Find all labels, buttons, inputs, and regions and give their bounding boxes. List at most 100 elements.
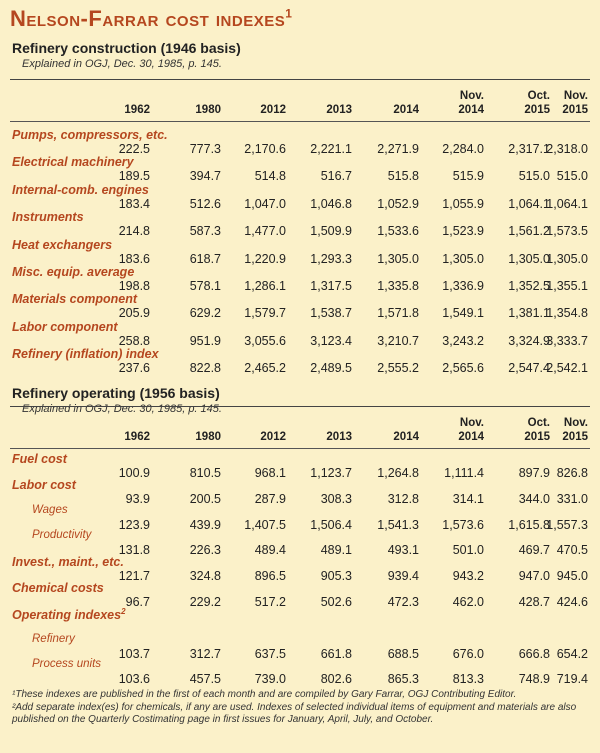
table-cell: 515.0: [518, 169, 550, 184]
table-cell: 654.2: [556, 646, 588, 661]
column-header: 1962: [90, 416, 150, 444]
column-header-line-2: 2013: [326, 104, 352, 116]
table-cell: 324.8: [189, 569, 221, 584]
header-rule-top: [10, 79, 590, 80]
table-cell: 258.8: [118, 333, 150, 348]
column-header: Nov. 2014: [424, 416, 484, 444]
table-cell: 312.7: [189, 646, 221, 661]
column-header-line-1: [90, 89, 150, 103]
table-cell: 331.0: [556, 491, 588, 506]
table-cell: 3,123.4: [310, 333, 352, 348]
table-cell: 2,317.1: [508, 142, 550, 156]
table-cell: 96.7: [125, 595, 150, 609]
table-cell: 103.7: [118, 646, 150, 661]
table-cell: 2,565.6: [442, 361, 484, 376]
footnote-2: ²Add separate index(es) for chemicals, i…: [12, 701, 577, 726]
page-title: Nelson-Farrar cost indexes1: [10, 6, 292, 32]
operating-subheading: Explained in OGJ, Dec. 30, 1985, p. 145.: [22, 403, 222, 415]
header-rule-top: [10, 406, 590, 407]
table-cell: 1,354.8: [546, 306, 588, 321]
table-cell: 1,335.8: [377, 279, 419, 293]
table-cell: 2,271.9: [377, 142, 419, 156]
column-header-line-2: 2014: [393, 431, 419, 443]
table-cell: 226.3: [189, 543, 221, 558]
table-cell: 1,615.8: [508, 517, 550, 532]
table-cell: 1,407.5: [244, 517, 286, 532]
table-cell: 100.9: [118, 466, 150, 480]
table-cell: 1,336.9: [442, 279, 484, 293]
column-header-line-1: [359, 416, 419, 430]
table-cell: 472.3: [387, 595, 419, 609]
column-header-line-2: 2015: [562, 104, 588, 116]
table-cell: 688.5: [387, 646, 419, 661]
table-cell: 222.5: [118, 142, 150, 156]
table-cell: 865.3: [387, 672, 419, 687]
column-header-line-1: [226, 416, 286, 430]
table-cell: 739.0: [254, 672, 286, 687]
table-cell: 3,243.2: [442, 333, 484, 348]
column-header: 2012: [226, 89, 286, 117]
column-header: Nov. 2015: [528, 416, 588, 444]
row-label-text: Chemical costs: [12, 581, 104, 595]
header-rule-bottom: [10, 448, 590, 449]
row-label-text: Invest., maint., etc.: [12, 555, 124, 570]
column-header: 2013: [292, 89, 352, 117]
construction-subheading: Explained in OGJ, Dec. 30, 1985, p. 145.: [22, 58, 222, 70]
table-cell: 103.6: [118, 672, 150, 687]
table-cell: 470.5: [556, 543, 588, 558]
column-header-line-2: 1980: [195, 104, 221, 116]
column-header: Oct. 2015: [490, 89, 550, 117]
row-label: Productivity: [32, 529, 91, 541]
table-cell: 777.3: [189, 142, 221, 156]
table-cell: 1,355.1: [546, 279, 588, 293]
row-label: Misc. equip. average: [12, 265, 134, 279]
table-cell: 939.4: [387, 569, 419, 584]
table-cell: 2,221.1: [310, 142, 352, 156]
table-cell: 2,547.4: [508, 361, 550, 376]
column-header-line-1: [292, 416, 352, 430]
column-header-line-2: 2015: [524, 104, 550, 116]
row-label-text: Electrical machinery: [12, 155, 134, 170]
table-cell: 897.9: [518, 466, 550, 480]
column-header-line-2: 2015: [524, 431, 550, 443]
table-cell: 1,123.7: [310, 466, 352, 480]
column-header-line-2: 2014: [393, 104, 419, 116]
column-header-line-1: [226, 89, 286, 103]
title-footnote-mark: 1: [285, 6, 293, 21]
table-cell: 517.2: [254, 595, 286, 609]
column-header: 1962: [90, 89, 150, 117]
table-cell: 943.2: [452, 569, 484, 584]
row-label: Pumps, compressors, etc.: [12, 128, 168, 142]
table-cell: 2,465.2: [244, 361, 286, 376]
operating-heading: Refinery operating (1956 basis): [12, 385, 220, 401]
table-cell: 93.9: [125, 491, 150, 506]
column-header-line-2: 2013: [326, 431, 352, 443]
column-header-line-2: 2014: [458, 431, 484, 443]
column-header-line-2: 2015: [562, 431, 588, 443]
column-header: 1980: [161, 416, 221, 444]
table-cell: 3,324.9: [508, 333, 550, 348]
column-header-line-1: Nov.: [459, 417, 484, 429]
table-cell: 1,305.0: [508, 251, 550, 266]
column-header-line-1: Oct.: [527, 417, 550, 429]
column-header-line-1: [359, 89, 419, 103]
column-header-line-1: [292, 89, 352, 103]
table-cell: 515.9: [452, 169, 484, 184]
row-label: Process units: [32, 658, 101, 670]
table-cell: 214.8: [118, 224, 150, 239]
table-cell: 2,489.5: [310, 361, 352, 376]
column-header-line-1: [161, 89, 221, 103]
table-cell: 3,210.7: [377, 333, 419, 348]
row-label-text: Operating indexes: [12, 607, 122, 622]
row-label-text: Heat exchangers: [12, 237, 113, 252]
table-cell: 1,220.9: [244, 251, 286, 266]
table-cell: 629.2: [189, 306, 221, 321]
column-header-line-2: 2012: [260, 104, 286, 116]
table-cell: 3,333.7: [546, 333, 588, 348]
table-cell: 457.5: [189, 672, 221, 687]
column-header-line-1: Nov.: [459, 90, 484, 102]
row-label: Labor component: [12, 320, 118, 334]
footnote-1: ¹These indexes are published in the firs…: [12, 689, 517, 700]
table-cell: 314.1: [452, 491, 484, 506]
